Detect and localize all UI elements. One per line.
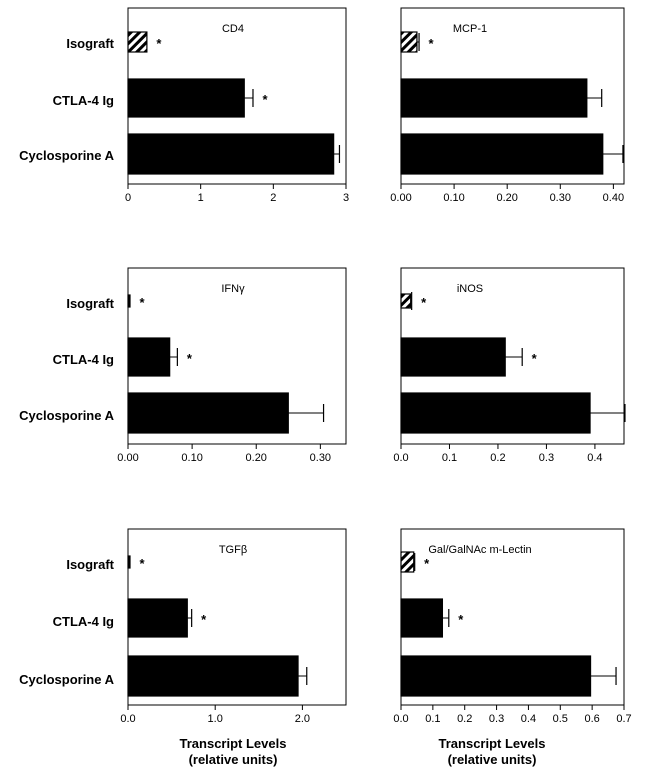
x-tick-label: 0.1 xyxy=(442,452,457,464)
chart-panel-4: iNOS 0.0 0.1 0.2 0.3 0.4 * * xyxy=(393,267,626,464)
significance-asterisk: * xyxy=(139,295,145,310)
bar-cyclosporine-a xyxy=(127,655,299,697)
x-tick-label: 3 xyxy=(343,192,349,204)
x-axis-title-left-line2: (relative units) xyxy=(189,752,278,767)
bar-cyclosporine-a xyxy=(400,655,592,697)
chart-panel-2: MCP-1 0.00 0.10 0.20 0.30 0.40 * xyxy=(390,7,625,204)
x-tick-label: 0 xyxy=(125,192,131,204)
x-tick-label: 0.1 xyxy=(425,713,440,725)
x-tick-label: 0.30 xyxy=(310,452,331,464)
x-tick-label: 0.10 xyxy=(443,192,464,204)
bar-cyclosporine-a xyxy=(127,392,289,434)
significance-asterisk: * xyxy=(262,92,268,107)
panel-title: iNOS xyxy=(457,283,483,295)
x-tick-label: 2.0 xyxy=(295,713,310,725)
x-tick-label: 0.2 xyxy=(490,452,505,464)
significance-asterisk: * xyxy=(156,36,162,51)
x-tick-label: 0.2 xyxy=(457,713,472,725)
cat-label-isograft: Isograft xyxy=(66,36,114,51)
cat-label-cyclosporine: Cyclosporine A xyxy=(19,148,114,163)
x-tick-label: 0.7 xyxy=(616,713,631,725)
panel-title: Gal/GalNAc m-Lectin xyxy=(428,544,531,556)
panels: CD4 0 1 2 3 * * MCP-1 0.00 0.10 0.20 0.30 0.40 * IFNγ 0… xyxy=(117,7,632,725)
cat-label-cyclosporine: Cyclosporine A xyxy=(19,408,114,423)
panel-title: MCP-1 xyxy=(453,23,487,35)
bar-cyclosporine-a xyxy=(400,392,591,434)
bar-ctla-4-ig xyxy=(400,78,588,118)
significance-asterisk: * xyxy=(139,556,145,571)
x-axis-title-right-line2: (relative units) xyxy=(448,752,537,767)
x-tick-label: 0.3 xyxy=(539,452,554,464)
bar-ctla-4-ig xyxy=(400,337,506,377)
significance-asterisk: * xyxy=(532,351,538,366)
x-tick-label: 0.5 xyxy=(553,713,568,725)
x-axis-title-right-line1: Transcript Levels xyxy=(439,736,546,751)
x-tick-label: 1.0 xyxy=(208,713,223,725)
cat-label-ctla4: CTLA-4 Ig xyxy=(53,352,114,367)
x-axis-titles: Transcript Levels (relative units) Trans… xyxy=(180,736,546,767)
significance-asterisk: * xyxy=(424,556,430,571)
x-tick-label: 0.6 xyxy=(584,713,599,725)
x-tick-label: 0.0 xyxy=(393,452,408,464)
chart-panel-6: Gal/GalNAc m-Lectin 0.0 0.1 0.2 0.3 0.4 0.5 0.6… xyxy=(393,528,632,725)
cat-label-ctla4: CTLA-4 Ig xyxy=(53,614,114,629)
x-tick-label: 0.10 xyxy=(181,452,202,464)
bar-isograft xyxy=(127,31,148,53)
bar-isograft xyxy=(127,555,131,569)
x-tick-label: 0.20 xyxy=(496,192,517,204)
x-tick-label: 0.40 xyxy=(603,192,624,204)
x-tick-label: 2 xyxy=(270,192,276,204)
x-tick-label: 1 xyxy=(198,192,204,204)
x-tick-label: 0.0 xyxy=(120,713,135,725)
chart-panel-1: CD4 0 1 2 3 * * xyxy=(125,7,349,204)
x-tick-label: 0.4 xyxy=(521,713,536,725)
bar-cyclosporine-a xyxy=(127,133,335,175)
bar-isograft xyxy=(400,293,412,309)
bar-ctla-4-ig xyxy=(127,337,171,377)
cat-label-isograft: Isograft xyxy=(66,557,114,572)
bar-cyclosporine-a xyxy=(400,133,604,175)
chart-panel-5: TGFβ 0.0 1.0 2.0 * * xyxy=(120,528,347,725)
significance-asterisk: * xyxy=(458,612,464,627)
bar-isograft xyxy=(400,551,415,573)
x-tick-label: 0.0 xyxy=(393,713,408,725)
significance-asterisk: * xyxy=(429,36,435,51)
x-tick-label: 0.4 xyxy=(587,452,602,464)
x-tick-label: 0.00 xyxy=(117,452,138,464)
x-tick-label: 0.30 xyxy=(550,192,571,204)
bar-ctla-4-ig xyxy=(127,78,245,118)
cat-label-ctla4: CTLA-4 Ig xyxy=(53,93,114,108)
chart-panel-3: IFNγ 0.00 0.10 0.20 0.30 * * xyxy=(117,267,347,464)
significance-asterisk: * xyxy=(187,351,193,366)
significance-asterisk: * xyxy=(421,295,427,310)
cat-label-isograft: Isograft xyxy=(66,296,114,311)
bar-ctla-4-ig xyxy=(127,598,188,638)
x-tick-label: 0.20 xyxy=(246,452,267,464)
x-tick-label: 0.3 xyxy=(489,713,504,725)
x-tick-label: 0.00 xyxy=(390,192,411,204)
panel-title: CD4 xyxy=(222,23,244,35)
row-labels: Isograft CTLA-4 Ig Cyclosporine A Isogra… xyxy=(19,36,115,687)
bar-isograft xyxy=(400,31,418,53)
x-axis-title-left-line1: Transcript Levels xyxy=(180,736,287,751)
panel-title: TGFβ xyxy=(219,544,247,556)
panel-title: IFNγ xyxy=(221,283,245,295)
bar-isograft xyxy=(127,294,131,308)
significance-asterisk: * xyxy=(201,612,207,627)
cat-label-cyclosporine: Cyclosporine A xyxy=(19,672,114,687)
bar-ctla-4-ig xyxy=(400,598,444,638)
